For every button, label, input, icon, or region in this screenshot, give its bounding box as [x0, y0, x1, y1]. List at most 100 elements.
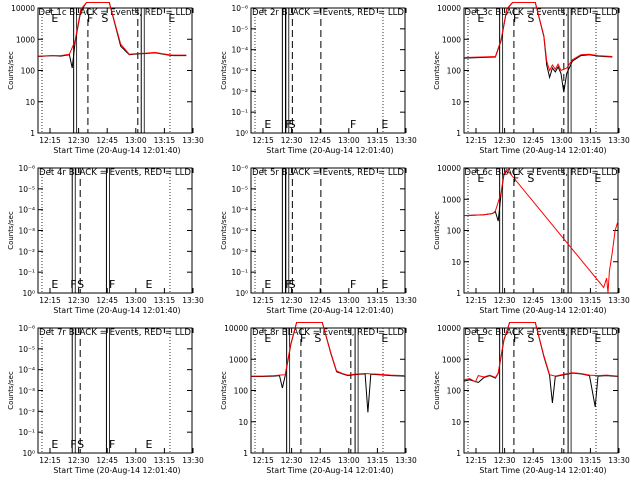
y-tick-label: 10⁻⁵	[18, 345, 35, 354]
event-marker-label: E	[381, 278, 388, 291]
x-tick-label: 13:30	[395, 136, 417, 145]
x-tick-label: 12:30	[281, 296, 303, 305]
y-tick-label: 10⁻⁶	[231, 164, 248, 173]
event-marker-label: E	[381, 118, 388, 131]
detector-panel-6: Det 6c BLACK = Events, RED = LLD 1 10 100 10…	[433, 164, 630, 315]
y-tick-label: 100	[447, 67, 462, 76]
y-tick-label: 10000	[224, 324, 248, 333]
x-tick-label: 13:00	[338, 456, 360, 465]
y-tick-label: 10⁻⁶	[18, 164, 35, 173]
y-tick-label: 10⁻⁴	[231, 46, 248, 55]
panel-title: Det 5r BLACK = Events, RED = LLD	[252, 168, 404, 178]
y-tick-label: 1000	[442, 35, 461, 44]
event-marker-label: F	[350, 278, 356, 291]
y-tick-label: 100	[21, 67, 36, 76]
x-tick-label: 12:30	[68, 456, 90, 465]
y-tick-label: 1000	[229, 355, 248, 364]
panel-title: Det 4r BLACK = Events, RED = LLD	[39, 168, 191, 178]
x-tick-label: 13:15	[154, 296, 176, 305]
y-axis-label: Counts/sec	[433, 51, 441, 90]
y-tick-label: 10⁻⁴	[18, 366, 35, 375]
y-axis-label: Counts/sec	[433, 211, 441, 250]
plot-frame	[250, 167, 406, 294]
y-tick-label: 10⁻¹	[231, 108, 248, 117]
x-tick-label: 13:15	[367, 136, 389, 145]
event-marker-label: S	[77, 438, 84, 451]
detector-panel-5: Det 5r BLACK = Events, RED = LLD 10⁰ 10⁻¹ 1…	[220, 164, 417, 315]
event-marker-label: S	[289, 118, 296, 131]
y-tick-label: 10⁰	[22, 449, 35, 458]
x-axis-label: Start Time (20-Aug-14 12:01:40)	[479, 146, 606, 155]
y-tick-label: 10⁻²	[18, 407, 35, 416]
x-axis-label: Start Time (20-Aug-14 12:01:40)	[53, 306, 180, 315]
event-marker-label: E	[477, 172, 484, 185]
event-marker-label: F	[350, 118, 356, 131]
detector-panel-4: Det 4r BLACK = Events, RED = LLD 10⁰ 10⁻¹ 1…	[7, 164, 204, 315]
x-axis-label: Start Time (20-Aug-14 12:01:40)	[266, 146, 393, 155]
lld-series-line	[463, 2, 613, 72]
y-tick-label: 10⁻⁵	[231, 185, 248, 194]
x-tick-label: 13:00	[551, 136, 573, 145]
panel-title: Det 8r BLACK = Events, RED = LLD	[252, 328, 404, 338]
plot-frame	[37, 7, 193, 134]
plot-frame	[463, 167, 619, 294]
y-tick-label: 10	[238, 418, 248, 427]
event-marker-label: E	[264, 118, 271, 131]
y-tick-label: 10⁻²	[18, 247, 35, 256]
event-marker-label: E	[146, 438, 153, 451]
plot-frame	[250, 7, 406, 134]
y-tick-label: 10⁻¹	[18, 268, 35, 277]
y-tick-label: 10000	[437, 164, 461, 173]
x-tick-label: 13:30	[182, 296, 204, 305]
detector-panel-3: Det 3c BLACK = Events, RED = LLD 1 10 100 10…	[433, 2, 630, 155]
x-tick-label: 13:30	[395, 456, 417, 465]
x-tick-label: 12:45	[96, 296, 118, 305]
x-tick-label: 12:30	[281, 456, 303, 465]
y-tick-label: 10⁻⁶	[231, 4, 248, 13]
y-tick-label: 100	[234, 387, 249, 396]
event-marker-label: E	[264, 332, 271, 345]
y-tick-label: 10⁰	[235, 129, 248, 138]
x-tick-label: 13:00	[125, 296, 147, 305]
event-marker-label: E	[594, 172, 601, 185]
y-axis-label: Counts/sec	[433, 371, 441, 410]
event-marker-label: F	[109, 438, 115, 451]
event-marker-label: F	[300, 332, 306, 345]
event-marker-label: F	[70, 438, 76, 451]
event-marker-label: F	[285, 118, 291, 131]
panel-title: Det 7r BLACK = Events, RED = LLD	[39, 328, 191, 338]
detector-panel-7: Det 7r BLACK = Events, RED = LLD 10⁰ 10⁻¹ 1…	[7, 324, 204, 475]
x-tick-label: 12:15	[39, 296, 61, 305]
y-tick-label: 10000	[11, 4, 35, 13]
x-tick-label: 12:45	[96, 456, 118, 465]
event-marker-label: E	[381, 332, 388, 345]
lld-series-line	[463, 168, 619, 294]
y-tick-label: 10⁻⁶	[18, 324, 35, 333]
y-tick-label: 10⁻⁴	[18, 206, 35, 215]
plot-frame	[37, 167, 193, 294]
y-tick-label: 10⁻³	[231, 227, 248, 236]
y-axis-label: Counts/sec	[220, 51, 228, 90]
panel-title: Det 9c BLACK = Events, RED = LLD	[464, 328, 618, 338]
y-tick-label: 1000	[16, 35, 35, 44]
y-tick-label: 10000	[437, 4, 461, 13]
event-marker-label: E	[477, 12, 484, 25]
y-tick-label: 10⁻²	[231, 87, 248, 96]
y-tick-label: 100	[447, 227, 462, 236]
event-marker-label: F	[513, 12, 519, 25]
x-tick-label: 12:15	[252, 456, 274, 465]
x-tick-label: 12:15	[39, 136, 61, 145]
x-tick-label: 12:30	[68, 136, 90, 145]
panel-title: Det 1c BLACK = Events, RED = LLD	[38, 8, 192, 18]
event-marker-label: E	[264, 278, 271, 291]
y-tick-label: 1	[30, 129, 35, 138]
events-series-line	[251, 322, 406, 413]
y-tick-label: 10	[451, 258, 461, 267]
y-tick-label: 10⁰	[235, 289, 248, 298]
y-tick-label: 10000	[437, 324, 461, 333]
event-marker-label: F	[513, 332, 519, 345]
x-tick-label: 13:30	[608, 136, 630, 145]
x-tick-label: 12:30	[494, 296, 516, 305]
detector-panel-1: Det 1c BLACK = Events, RED = LLD 1 10 100 10…	[7, 2, 204, 155]
